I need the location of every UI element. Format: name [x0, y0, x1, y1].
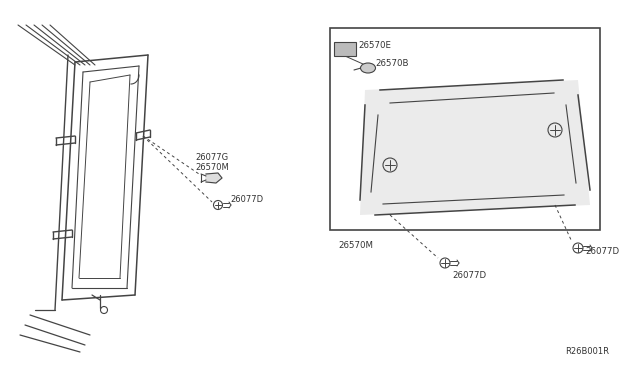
- Polygon shape: [360, 80, 590, 215]
- Text: 26077D: 26077D: [585, 247, 619, 257]
- Text: 26570M: 26570M: [338, 241, 373, 250]
- Text: 26077D: 26077D: [452, 272, 486, 280]
- Bar: [330, 28, 600, 230]
- Text: 26570B: 26570B: [375, 58, 408, 67]
- Polygon shape: [206, 173, 222, 183]
- Text: 26570E: 26570E: [358, 41, 391, 49]
- Text: 26077D: 26077D: [230, 196, 263, 205]
- Text: R26B001R: R26B001R: [565, 347, 609, 356]
- Text: 26570M: 26570M: [195, 164, 228, 173]
- Bar: [334, 42, 356, 56]
- Ellipse shape: [360, 63, 376, 73]
- Text: 26077G: 26077G: [195, 154, 228, 163]
